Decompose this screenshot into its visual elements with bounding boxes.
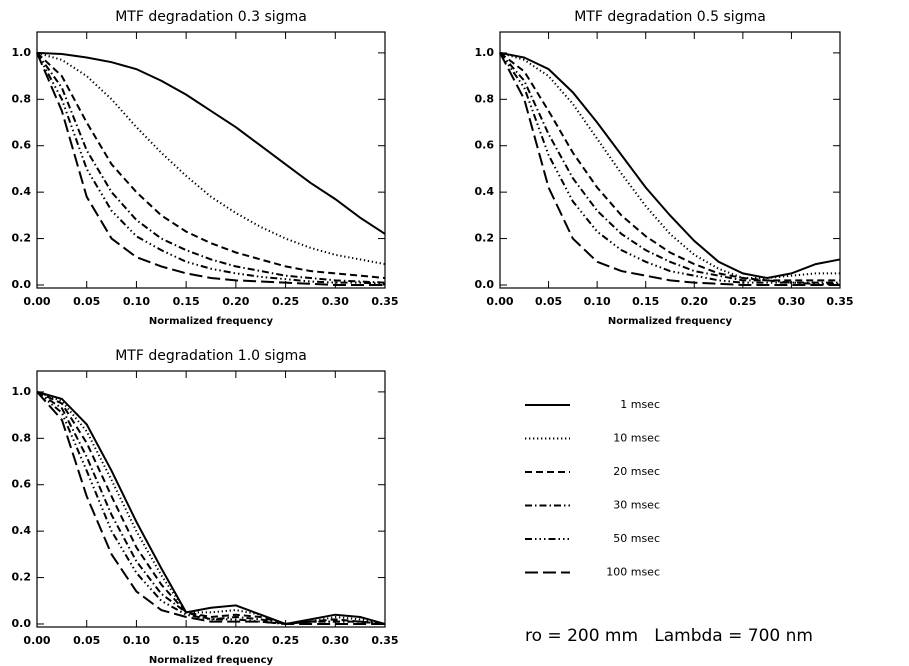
legend-label: 50 msec: [613, 532, 660, 545]
y-tick-label: 0.4: [12, 185, 32, 198]
x-tick-label: 0.20: [681, 295, 708, 308]
x-tick-label: 0.35: [826, 295, 853, 308]
mtf-line: [499, 52, 840, 284]
y-tick-label: 0.8: [475, 92, 495, 105]
x-tick-label: 0.30: [322, 634, 349, 647]
y-tick-label: 0.2: [475, 232, 495, 245]
y-tick-label: 0.2: [12, 232, 32, 245]
y-tick-label: 0.6: [12, 478, 32, 491]
x-tick-label: 0.05: [73, 634, 100, 647]
y-tick-label: 0.2: [12, 571, 32, 584]
mtf-line: [36, 51, 386, 235]
mtf-line: [499, 51, 840, 280]
x-tick-label: 0.25: [272, 295, 299, 308]
y-tick-label: 0.4: [12, 524, 32, 537]
y-tick-label: 0.6: [475, 139, 495, 152]
mtf-line: [36, 390, 386, 626]
x-tick-label: 0.10: [123, 295, 150, 308]
x-axis-label: Normalized frequency: [149, 655, 274, 666]
mtf-line: [36, 391, 386, 625]
x-tick-label: 0.15: [632, 295, 659, 308]
mtf-line: [36, 390, 386, 625]
mtf-line: [499, 52, 840, 285]
y-tick-label: 0.4: [475, 185, 495, 198]
x-tick-label: 0.20: [222, 634, 249, 647]
y-tick-label: 0.0: [475, 278, 495, 291]
chart-title: MTF degradation 1.0 sigma: [115, 348, 307, 364]
x-tick-label: 0.30: [778, 295, 805, 308]
x-tick-label: 0.00: [23, 634, 50, 647]
mtf-line: [36, 390, 386, 625]
x-axis-label: Normalized frequency: [608, 316, 733, 327]
legend-label: 1 msec: [620, 398, 660, 411]
mtf-line: [36, 52, 386, 280]
x-tick-label: 0.00: [486, 295, 513, 308]
x-tick-label: 0.00: [23, 295, 50, 308]
annotation: ro = 200 mm Lambda = 700 nm: [525, 626, 813, 646]
plot-frame: [499, 31, 841, 289]
mtf-line: [499, 52, 840, 282]
x-tick-label: 0.20: [222, 295, 249, 308]
legend-label: 20 msec: [613, 465, 660, 478]
x-tick-label: 0.05: [73, 295, 100, 308]
mtf-line: [36, 391, 386, 625]
y-tick-label: 0.6: [12, 139, 32, 152]
mtf-line: [36, 52, 386, 285]
x-tick-label: 0.10: [584, 295, 611, 308]
y-tick-label: 0.0: [12, 278, 32, 291]
y-tick-label: 0.0: [12, 617, 32, 630]
mtf-line: [499, 52, 840, 286]
x-axis-label: Normalized frequency: [149, 316, 274, 327]
y-tick-label: 1.0: [475, 46, 495, 59]
y-tick-label: 0.8: [12, 92, 32, 105]
plot-frame: [36, 31, 386, 289]
x-tick-label: 0.35: [371, 295, 398, 308]
y-tick-label: 0.8: [12, 431, 32, 444]
y-tick-label: 1.0: [12, 385, 32, 398]
legend-label: 30 msec: [613, 499, 660, 512]
x-tick-label: 0.30: [322, 295, 349, 308]
x-tick-label: 0.15: [173, 634, 200, 647]
chart-title: MTF degradation 0.5 sigma: [574, 9, 766, 25]
mtf-line: [499, 51, 841, 280]
mtf-line: [36, 51, 386, 266]
chart-title: MTF degradation 0.3 sigma: [115, 9, 307, 25]
legend-label: 100 msec: [606, 566, 660, 579]
x-tick-label: 0.15: [173, 295, 200, 308]
y-tick-label: 1.0: [12, 46, 32, 59]
x-tick-label: 0.05: [535, 295, 562, 308]
x-tick-label: 0.25: [729, 295, 756, 308]
plot-frame: [36, 370, 386, 628]
legend-label: 10 msec: [613, 432, 660, 445]
x-tick-label: 0.10: [123, 634, 150, 647]
mtf-line: [36, 52, 386, 284]
x-tick-label: 0.35: [371, 634, 398, 647]
mtf-line: [36, 52, 385, 286]
x-tick-label: 0.25: [272, 634, 299, 647]
mtf-line: [36, 391, 385, 625]
